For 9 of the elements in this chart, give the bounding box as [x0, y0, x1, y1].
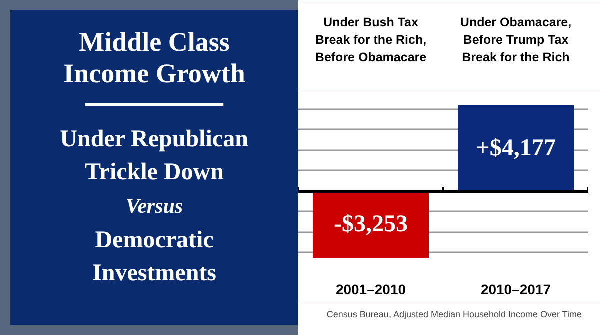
data-label: +$4,177: [476, 135, 556, 162]
chart-title: Middle Class Income Growth: [64, 27, 246, 88]
text: Under Republican Trickle Down Versus Democratic Investments: [60, 126, 248, 287]
text: Under Bush Tax Break for the Rich, Before Obamacare: [315, 16, 427, 65]
text: Under Obamacare, Before Trump Tax Break for the Rich: [460, 16, 572, 65]
x-tick-label: 2001–2010: [336, 282, 406, 298]
text: Census Bureau, Adjusted Median Household Income Over Time: [326, 310, 582, 320]
x-tick-label: 2010–2017: [480, 282, 552, 298]
data-label: -$3,253: [334, 212, 408, 238]
